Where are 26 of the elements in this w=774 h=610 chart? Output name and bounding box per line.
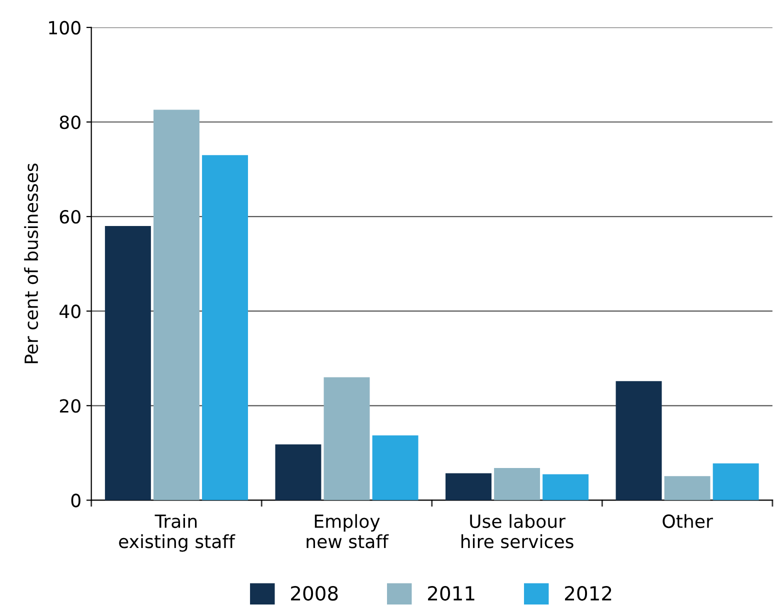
bar: [494, 468, 540, 500]
bar: [542, 474, 589, 500]
bar: [153, 110, 200, 500]
bar: [616, 381, 662, 500]
y-tick-label: 40: [60, 304, 80, 318]
bar: [372, 435, 418, 500]
y-axis-title: Per cent of businesses: [24, 164, 38, 364]
bar: [324, 377, 370, 500]
legend-label: 2008: [291, 586, 338, 601]
x-tick-label: Other: [662, 514, 713, 528]
bar: [202, 155, 248, 500]
y-tick-label: 100: [49, 20, 80, 35]
bar: [664, 476, 710, 500]
legend-label: 2012: [565, 586, 612, 601]
y-tick-label: 60: [60, 210, 80, 224]
bar: [104, 226, 151, 500]
y-tick-label: 0: [71, 494, 80, 508]
legend-label: 2011: [428, 586, 474, 601]
bar: [275, 444, 322, 500]
bar: [712, 463, 759, 500]
x-tick-label: Use labour hire services: [461, 514, 574, 548]
x-tick-label: Train existing staff: [119, 514, 236, 552]
y-tick-label: 80: [60, 115, 80, 130]
x-tick-label: Employ new staff: [306, 514, 389, 548]
y-tick-label: 20: [60, 399, 80, 413]
bar: [446, 473, 492, 500]
